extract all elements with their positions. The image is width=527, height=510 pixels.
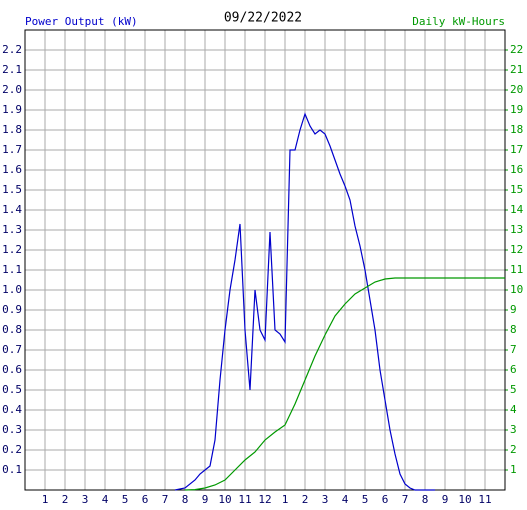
y-tick-label: 1.0 <box>2 283 22 296</box>
y-tick-label: 2.2 <box>2 43 22 56</box>
series-line <box>184 277 505 491</box>
x-tick-label: 5 <box>362 493 369 506</box>
y-tick-label: 1.6 <box>2 163 22 176</box>
x-tick-label: 2 <box>302 493 309 506</box>
x-tick-label: 9 <box>202 493 209 506</box>
y2-tick-label: 6 <box>510 363 517 376</box>
y-tick-label: 0.5 <box>2 383 22 396</box>
y2-tick-label: 14 <box>510 203 524 216</box>
y2-tick-label: 16 <box>510 163 523 176</box>
x-tick-label: 4 <box>342 493 349 506</box>
y2-tick-label: 15 <box>510 183 523 196</box>
y-tick-label: 0.9 <box>2 303 22 316</box>
y2-tick-label: 5 <box>510 383 517 396</box>
y-tick-label: 2.0 <box>2 83 22 96</box>
x-tick-label: 4 <box>102 493 109 506</box>
x-tick-label: 11 <box>238 493 251 506</box>
y2-tick-label: 13 <box>510 223 523 236</box>
y2-tick-label: 22 <box>510 43 523 56</box>
x-tick-label: 6 <box>142 493 149 506</box>
x-tick-label: 1 <box>282 493 289 506</box>
x-tick-label: 3 <box>322 493 329 506</box>
y2-tick-label: 20 <box>510 83 523 96</box>
series-line <box>174 112 435 491</box>
y-tick-label: 0.8 <box>2 323 22 336</box>
x-tick-label: 12 <box>258 493 271 506</box>
y2-tick-label: 2 <box>510 443 517 456</box>
x-tick-label: 7 <box>402 493 409 506</box>
y2-tick-label: 19 <box>510 103 523 116</box>
y2-tick-label: 8 <box>510 323 517 336</box>
y2-tick-label: 4 <box>510 403 517 416</box>
y2-tick-label: 11 <box>510 263 523 276</box>
y-tick-label: 1.8 <box>2 123 22 136</box>
y-tick-label: 1.7 <box>2 143 22 156</box>
y-tick-label: 0.3 <box>2 423 22 436</box>
plot-frame <box>24 29 506 491</box>
x-tick-label: 3 <box>82 493 89 506</box>
y2-tick-label: 9 <box>510 303 517 316</box>
x-tick-label: 5 <box>122 493 129 506</box>
x-tick-label: 8 <box>182 493 189 506</box>
y-tick-label: 0.6 <box>2 363 22 376</box>
x-tick-label: 1 <box>42 493 49 506</box>
y2-tick-label: 21 <box>510 63 523 76</box>
x-tick-label: 11 <box>478 493 491 506</box>
y-tick-label: 0.1 <box>2 463 22 476</box>
y2-tick-label: 10 <box>510 283 523 296</box>
y2-tick-label: 18 <box>510 123 523 136</box>
y2-tick-label: 12 <box>510 243 523 256</box>
x-tick-label: 8 <box>422 493 429 506</box>
y-tick-label: 1.4 <box>2 203 22 216</box>
y-tick-label: 2.1 <box>2 63 22 76</box>
y-axis-label: Power Output (kW) <box>25 15 138 28</box>
y-tick-label: 1.9 <box>2 103 22 116</box>
y-tick-label: 0.7 <box>2 343 22 356</box>
y2-tick-label: 1 <box>510 463 517 476</box>
y-tick-label: 1.3 <box>2 223 22 236</box>
x-tick-label: 9 <box>442 493 449 506</box>
x-tick-label: 10 <box>458 493 471 506</box>
y-tick-label: 0.2 <box>2 443 22 456</box>
y-tick-label: 1.2 <box>2 243 22 256</box>
y2-tick-label: 7 <box>510 343 517 356</box>
y2-tick-label: 3 <box>510 423 517 436</box>
y-tick-label: 1.1 <box>2 263 22 276</box>
x-tick-label: 7 <box>162 493 169 506</box>
chart-title: 09/22/2022 <box>224 11 302 26</box>
x-tick-label: 6 <box>382 493 389 506</box>
y2-axis-label: Daily kW-Hours <box>412 15 505 28</box>
y2-tick-label: 17 <box>510 143 523 156</box>
y-tick-label: 1.5 <box>2 183 22 196</box>
y-tick-label: 0.4 <box>2 403 22 416</box>
x-tick-label: 10 <box>218 493 231 506</box>
x-tick-label: 2 <box>62 493 69 506</box>
